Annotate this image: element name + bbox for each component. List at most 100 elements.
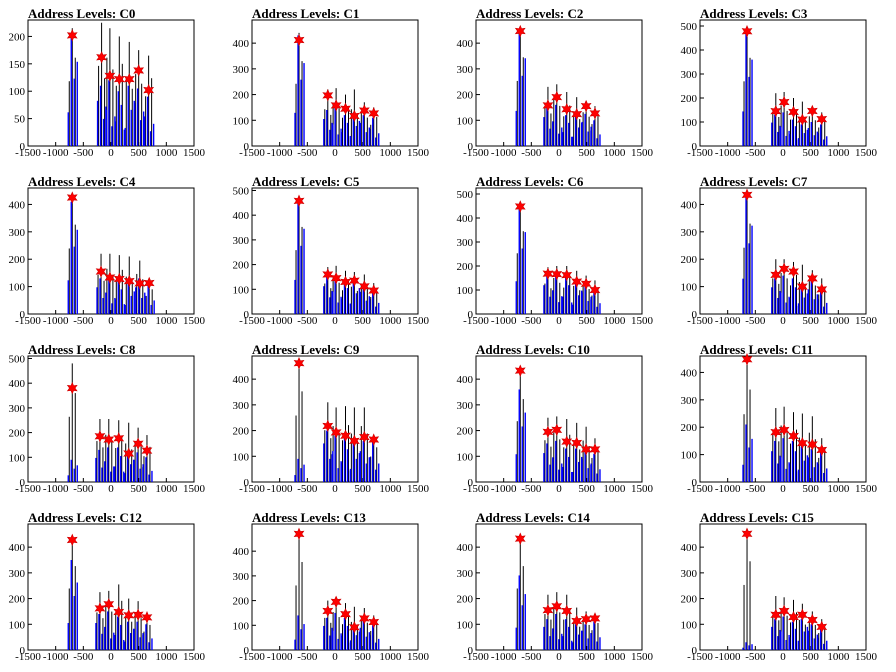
plot-frame [251, 523, 419, 651]
x-tick-label: -500 [521, 315, 542, 327]
y-tick-label: 0 [468, 141, 474, 153]
y-tick-label: 500 [233, 185, 250, 197]
peak-marker [551, 267, 563, 281]
plot-frame [27, 523, 195, 651]
peak-marker [806, 613, 818, 627]
y-tick-label: 0 [692, 477, 698, 489]
chart-title: Address Levels: C6 [476, 174, 584, 189]
x-tick-label: 0 [556, 483, 562, 495]
y-tick-label: 300 [681, 568, 698, 580]
peak-marker [96, 51, 108, 64]
peak-marker [514, 200, 526, 213]
peak-marker [514, 532, 526, 545]
peak-marker [571, 275, 583, 288]
chart-title: Address Levels: C3 [700, 6, 808, 21]
y-tick-label: 400 [457, 374, 474, 386]
peak-marker [330, 99, 342, 112]
x-tick-label: 1500 [631, 483, 654, 495]
x-tick-label: 1000 [155, 651, 178, 663]
x-tick-label: -1500 [15, 147, 41, 159]
y-tick-label: 200 [233, 260, 250, 272]
peak-marker [788, 429, 799, 443]
peak-marker [123, 274, 135, 288]
y-tick-label: 0 [20, 645, 26, 657]
x-tick-label: 0 [108, 315, 114, 327]
x-tick-label: 1500 [407, 651, 430, 663]
x-tick-label: 1000 [155, 315, 178, 327]
plot-frame [699, 523, 867, 651]
peak-marker [778, 262, 790, 276]
y-tick-label: 200 [233, 90, 250, 102]
peak-marker [358, 430, 370, 444]
peak-marker [788, 105, 799, 119]
plot-frame [699, 187, 867, 315]
peak-marker [340, 102, 351, 115]
chart-title: Address Levels: C5 [252, 174, 360, 189]
peak-marker [788, 265, 799, 278]
x-tick-label: -1000 [43, 315, 69, 327]
x-tick-label: -500 [521, 483, 542, 495]
x-tick-label: -1500 [239, 483, 265, 495]
peak-marker [796, 608, 808, 622]
y-tick-label: 400 [233, 374, 250, 386]
peak-marker [561, 102, 573, 116]
y-tick-label: 200 [681, 422, 698, 434]
y-tick-label: 400 [681, 542, 698, 554]
y-tick-label: 500 [681, 21, 698, 33]
y-tick-label: 300 [681, 395, 698, 407]
peak-marker [103, 597, 115, 611]
peak-marker [330, 271, 342, 285]
y-tick-label: 300 [9, 227, 26, 239]
y-tick-label: 300 [457, 568, 474, 580]
peak-marker [293, 194, 305, 208]
chart-title: Address Levels: C10 [476, 342, 590, 357]
peak-marker [580, 99, 592, 113]
x-tick-label: 1500 [183, 483, 206, 495]
x-tick-label: -500 [297, 147, 318, 159]
x-tick-label: -500 [297, 483, 318, 495]
peak-marker [322, 419, 334, 433]
x-tick-label: 1000 [827, 483, 850, 495]
x-tick-label: -1500 [239, 147, 265, 159]
y-tick-label: 200 [457, 594, 474, 606]
peak-marker [123, 447, 135, 460]
x-tick-label: 500 [802, 651, 819, 663]
peak-marker [580, 277, 592, 291]
y-tick-label: 300 [233, 571, 250, 583]
y-tick-label: 300 [9, 403, 26, 415]
y-tick-label: 100 [9, 619, 26, 631]
x-tick-label: -1500 [15, 651, 41, 663]
x-tick-label: -500 [73, 315, 94, 327]
y-tick-label: 400 [233, 546, 250, 558]
x-tick-label: -1000 [491, 483, 517, 495]
y-tick-label: 100 [681, 450, 698, 462]
chart-title: Address Levels: C15 [700, 510, 814, 525]
peak-marker [66, 381, 78, 395]
y-tick-label: 200 [457, 426, 474, 438]
peak-marker [571, 614, 583, 628]
y-tick-label: 0 [468, 309, 474, 321]
plot-frame [475, 523, 643, 651]
peak-marker [514, 364, 526, 377]
peak-marker [551, 423, 563, 437]
x-tick-label: 500 [578, 651, 595, 663]
y-tick-label: 200 [457, 90, 474, 102]
peak-marker [66, 533, 78, 547]
x-tick-label: 0 [108, 147, 114, 159]
x-tick-label: 1000 [603, 651, 626, 663]
y-tick-label: 200 [681, 93, 698, 105]
x-tick-label: -1000 [267, 651, 293, 663]
peak-marker [94, 430, 106, 443]
y-tick-label: 100 [457, 285, 474, 297]
peak-marker [816, 112, 828, 126]
peak-marker [561, 435, 573, 448]
peak-marker [141, 611, 153, 624]
peak-marker [806, 438, 818, 451]
peak-marker [134, 277, 146, 290]
y-tick-label: 100 [233, 451, 250, 463]
x-tick-label: 1000 [379, 483, 402, 495]
plot-frame [475, 355, 643, 483]
